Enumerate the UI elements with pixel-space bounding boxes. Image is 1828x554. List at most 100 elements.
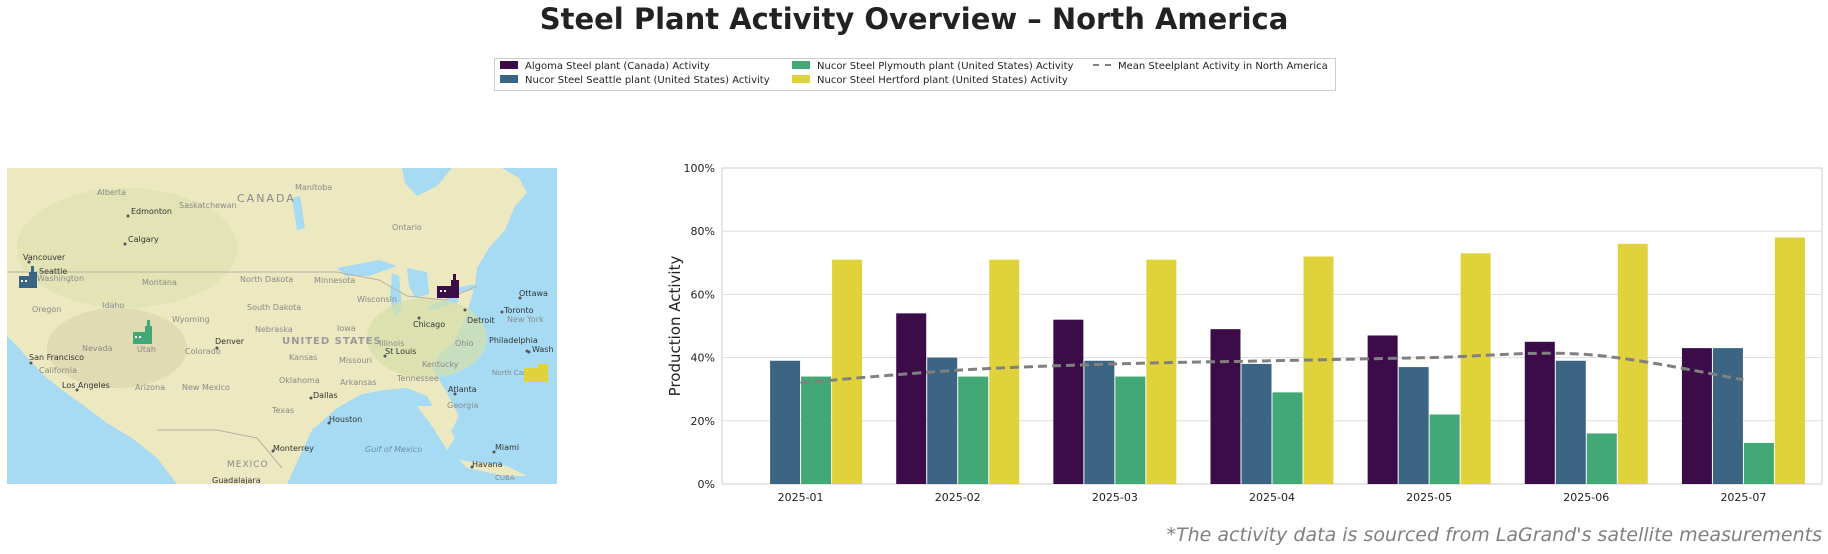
bar-plymouth — [958, 376, 989, 484]
bar-hertford — [1146, 259, 1177, 484]
map-label-alberta: Alberta — [97, 188, 126, 197]
map-city-denver: Denver — [215, 337, 245, 346]
x-tick-label: 2025-07 — [1720, 491, 1766, 504]
map-city-havana: Havana — [472, 460, 503, 469]
y-axis-label: Production Activity — [666, 256, 684, 397]
bar-seattle — [1712, 348, 1743, 484]
map-label-oklahoma: Oklahoma — [279, 376, 320, 385]
legend-swatch-mean — [1093, 64, 1111, 66]
map-label-ontario: Ontario — [392, 223, 422, 232]
bar-algoma — [1053, 319, 1084, 484]
map-lake-superior — [337, 260, 397, 276]
bar-hertford — [1617, 243, 1648, 484]
factory-icon-seattle — [19, 266, 37, 288]
map-city-miami: Miami — [495, 443, 519, 452]
map-lake-winnipeg — [292, 196, 305, 230]
map-label-illinois: Illinois — [379, 339, 404, 348]
map-label-nebraska: Nebraska — [255, 325, 293, 334]
bar-plymouth — [1429, 414, 1460, 484]
map-terrain — [367, 298, 487, 378]
bar-seattle — [1398, 367, 1429, 484]
map-label-washington: Washington — [37, 274, 84, 283]
map-label-minnesota: Minnesota — [314, 276, 355, 285]
factory-icon-algoma — [437, 274, 459, 298]
map-label-idaho: Idaho — [102, 301, 124, 310]
map-city-detroit: Detroit — [467, 316, 495, 325]
bar-hertford — [832, 259, 863, 484]
y-tick-label: 100% — [684, 162, 715, 175]
map-label-gulf: Gulf of Mexico — [365, 445, 422, 454]
map-label-arizona: Arizona — [135, 383, 165, 392]
map-hudson-bay — [402, 168, 452, 196]
map-city-chicago: Chicago — [413, 320, 445, 329]
legend-label-mean: Mean Steelplant Activity in North Americ… — [1118, 61, 1328, 72]
map-label-new-york: New York — [507, 315, 544, 324]
y-tick-label: 0% — [698, 478, 715, 491]
bar-plymouth — [1586, 433, 1617, 484]
x-tick-label: 2025-01 — [778, 491, 824, 504]
bar-hertford — [1774, 237, 1805, 484]
x-tick-label: 2025-02 — [935, 491, 981, 504]
bar-plymouth — [1272, 392, 1303, 484]
map-label-utah: Utah — [137, 345, 156, 354]
bar-hertford — [1303, 256, 1334, 484]
bar-plymouth — [1115, 376, 1146, 484]
map-label-montana: Montana — [142, 278, 177, 287]
bar-seattle — [1555, 360, 1586, 484]
map-city-st-louis: St Louis — [385, 347, 416, 356]
map-label-texas: Texas — [271, 406, 294, 415]
map-label-cuba: CUBA — [495, 474, 515, 482]
map-cuba — [459, 460, 527, 476]
map-label-kentucky: Kentucky — [422, 360, 459, 369]
map-city-atlanta: Atlanta — [448, 385, 477, 394]
legend-swatch-plymouth — [792, 61, 810, 69]
map-label-tennessee: Tennessee — [396, 374, 439, 383]
bar-seattle — [1084, 360, 1115, 484]
source-note: *The activity data is sourced from LaGra… — [1166, 524, 1822, 546]
bar-plymouth — [801, 376, 832, 484]
map: CANADA Alberta Saskatchewan Manitoba Ont… — [7, 168, 557, 484]
map-label-south-dakota: South Dakota — [247, 303, 301, 312]
map-label-oregon: Oregon — [32, 305, 61, 314]
map-label-arkansas: Arkansas — [340, 378, 376, 387]
map-label-kansas: Kansas — [289, 353, 317, 362]
map-florida — [417, 406, 455, 450]
map-label-colorado: Colorado — [185, 347, 221, 356]
map-label-missouri: Missouri — [339, 356, 372, 365]
y-tick-label: 20% — [691, 415, 715, 428]
x-tick-label: 2025-05 — [1406, 491, 1452, 504]
map-city-guadalajara: Guadalajara — [212, 476, 261, 484]
legend-label-seattle: Nucor Steel Seattle plant (United States… — [525, 75, 770, 86]
map-label-united-states: UNITED STATES — [282, 336, 382, 347]
legend-item-plymouth: Nucor Steel Plymouth plant (United State… — [792, 60, 1073, 74]
bar-hertford — [989, 259, 1020, 484]
bar-algoma — [1367, 335, 1398, 484]
bar-algoma — [1524, 341, 1555, 484]
factory-icon-plymouth — [133, 320, 152, 344]
map-label-canada: CANADA — [237, 192, 296, 205]
map-label-manitoba: Manitoba — [295, 183, 332, 192]
bar-algoma — [896, 313, 927, 484]
map-terrain — [17, 188, 237, 308]
legend-label-plymouth: Nucor Steel Plymouth plant (United State… — [817, 61, 1074, 72]
map-city-calgary: Calgary — [128, 235, 159, 244]
map-city-san-francisco: San Francisco — [29, 353, 84, 362]
legend: Algoma Steel plant (Canada) Activity Nuc… — [494, 58, 1336, 91]
map-city-toronto: Toronto — [503, 306, 534, 315]
map-label-nevada: Nevada — [82, 344, 113, 353]
bar-seattle — [770, 360, 801, 484]
legend-item-mean: Mean Steelplant Activity in North Americ… — [1093, 60, 1328, 74]
map-city-monterrey: Monterrey — [273, 444, 314, 453]
x-tick-label: 2025-03 — [1092, 491, 1138, 504]
y-tick-label: 80% — [691, 225, 715, 238]
mean-line — [800, 351, 1744, 385]
factory-icon-hertford — [524, 364, 548, 382]
map-label-georgia: Georgia — [447, 401, 478, 410]
map-label-mexico: MEXICO — [227, 460, 269, 470]
bar-seattle — [1241, 363, 1272, 484]
y-tick-label: 40% — [691, 352, 715, 365]
legend-item-hertford: Nucor Steel Hertford plant (United State… — [792, 74, 1068, 88]
map-label-north-dakota: North Dakota — [240, 275, 293, 284]
map-city-philadelphia: Philadelphia — [489, 336, 538, 345]
